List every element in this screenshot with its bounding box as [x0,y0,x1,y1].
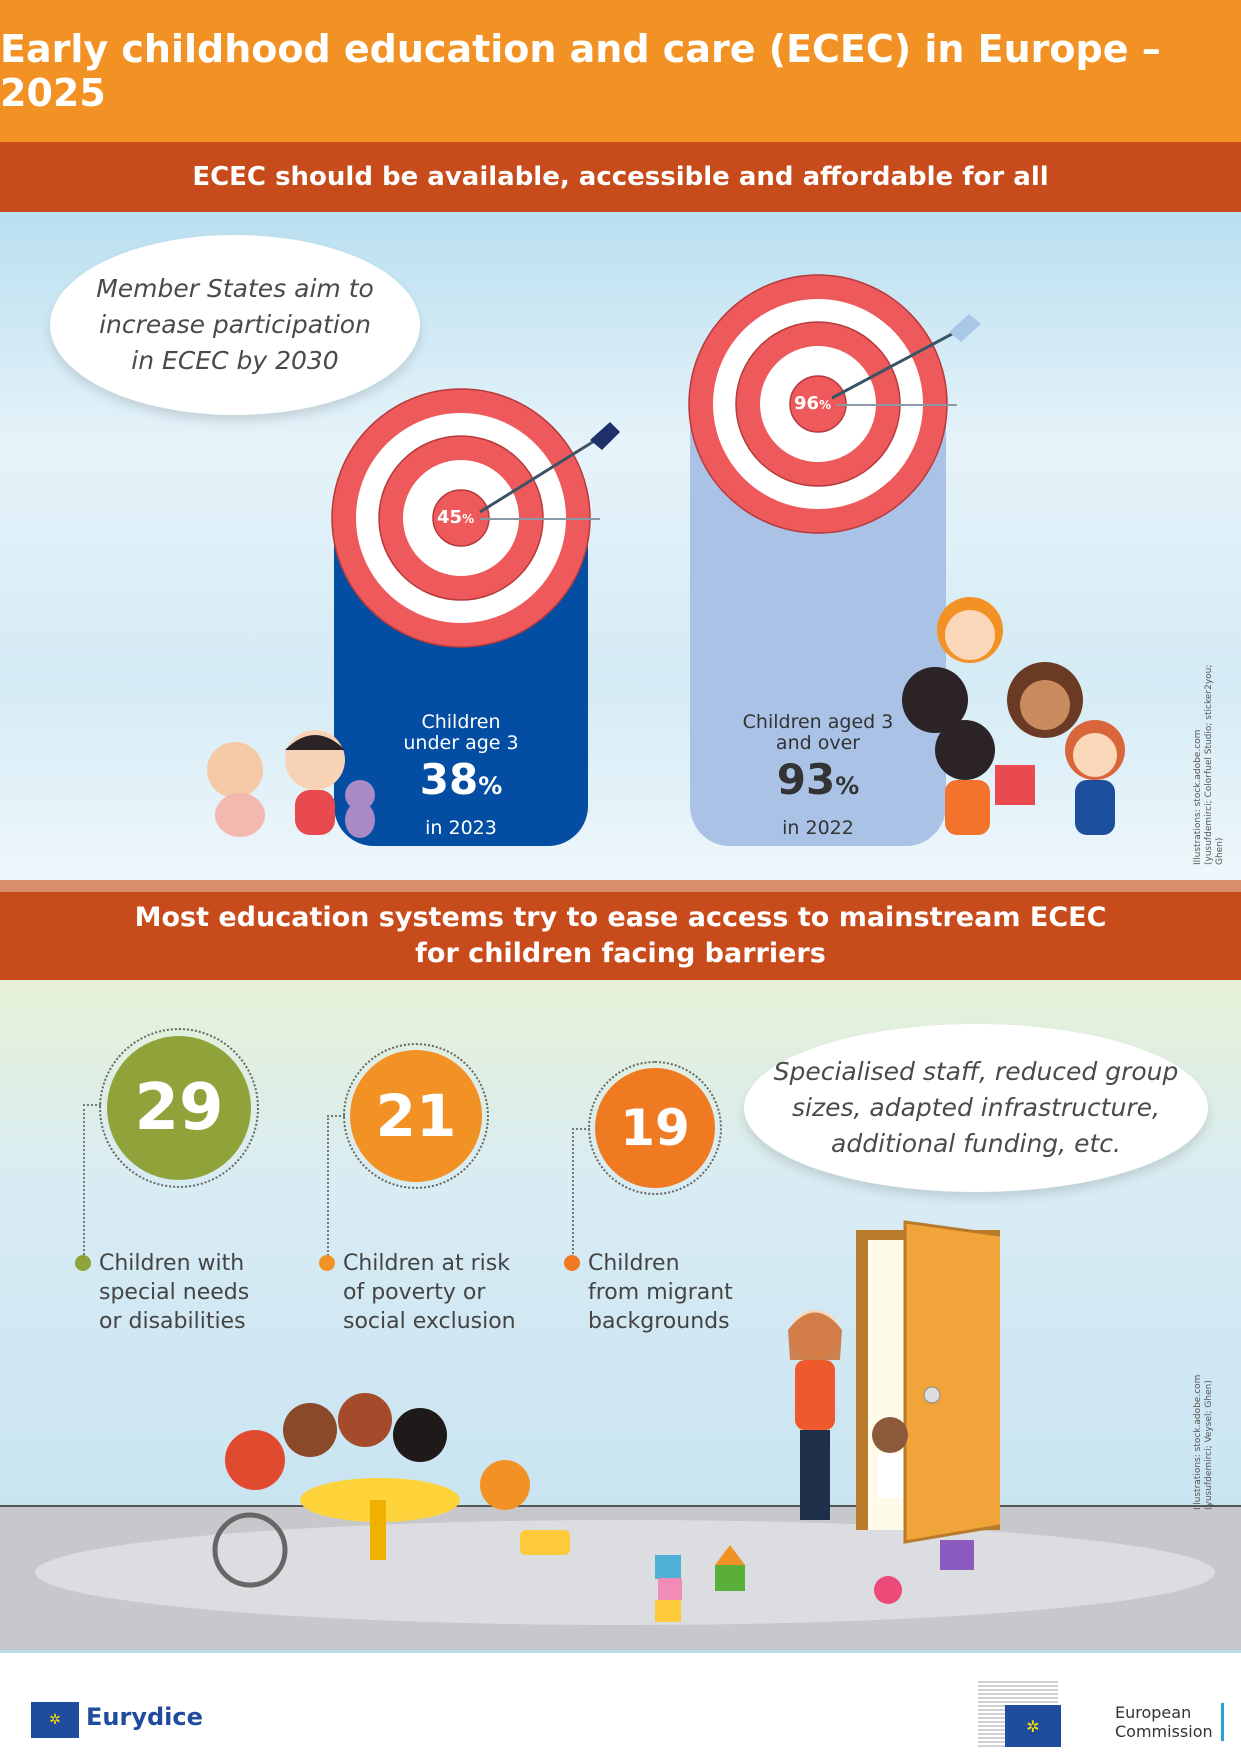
footer: ✲ Eurydice ✲ European Commission [0,1650,1241,1754]
under3-value: 38 [419,755,479,804]
measures-bubble: Specialised staff, reduced group sizes, … [744,1024,1208,1192]
eu-flag-icon: ✲ [1005,1705,1061,1747]
connector [572,1128,590,1258]
bullet-dot [319,1255,335,1271]
illustration-credit-2: Illustrations: stock.adobe.com (yusufdemi… [1193,1374,1214,1510]
under3-year: in 2023 [425,817,497,839]
connector [327,1115,345,1260]
connector [83,1104,101,1259]
stat-migrant-value: 19 [595,1068,715,1188]
eu-flag-icon: ✲ [31,1702,79,1738]
stat-special-needs-label: Children with special needs or disabilitie… [99,1251,250,1334]
floor-rug [35,1520,1215,1625]
stat-poverty-label: Children at risk of poverty or social excl… [343,1251,516,1334]
bullet-dot [564,1255,580,1271]
stat-poverty-value: 21 [350,1050,482,1182]
section2-heading: Most education systems try to ease acces… [0,892,1241,980]
under3-label2: under age 3 [403,732,519,754]
arrow-fletching-icon [590,422,620,450]
babies-illustration [207,730,375,838]
target-over3 [688,274,981,534]
over3-target: 96% [794,393,832,414]
toys-illustration [655,1540,974,1622]
section1-heading: ECEC should be available, accessible and… [0,142,1241,212]
stat-special-needs-value: 29 [107,1036,251,1180]
arrow-fletching-icon [949,314,981,342]
target-under3 [331,388,620,648]
eurydice-logo[interactable]: Eurydice [86,1703,203,1731]
over3-year: in 2022 [782,817,854,839]
over3-value: 93 [776,755,836,804]
over3-label2: and over [775,732,861,754]
bubble-line: in ECEC by 2030 [131,346,339,375]
under3-target: 45% [437,507,475,528]
bubble-line: increase participation [99,310,371,339]
page-title: Early childhood education and care (ECEC… [0,0,1241,142]
divider-strip [0,880,1241,892]
classroom-children-illustration [212,1393,570,1588]
stat-ring [99,1028,259,1188]
door-teacher-illustration [788,1220,1000,1544]
under3-label1: Children [421,711,501,733]
over3-unit: % [835,772,860,800]
stat-migrant-label: Children from migrant backgrounds [588,1251,733,1334]
over3-label1: Children aged 3 [742,711,894,733]
participation-bubble: Member States aim to increase participat… [50,235,420,415]
bullet-dot [75,1255,91,1271]
bubble-line: Member States aim to [96,274,374,303]
children-group-illustration [902,597,1125,835]
european-commission-logo[interactable]: European Commission [1115,1703,1224,1741]
under3-unit: % [478,772,503,800]
illustration-credit-1: Illustrations: stock.adobe.com (yusufdemi… [1193,664,1225,865]
